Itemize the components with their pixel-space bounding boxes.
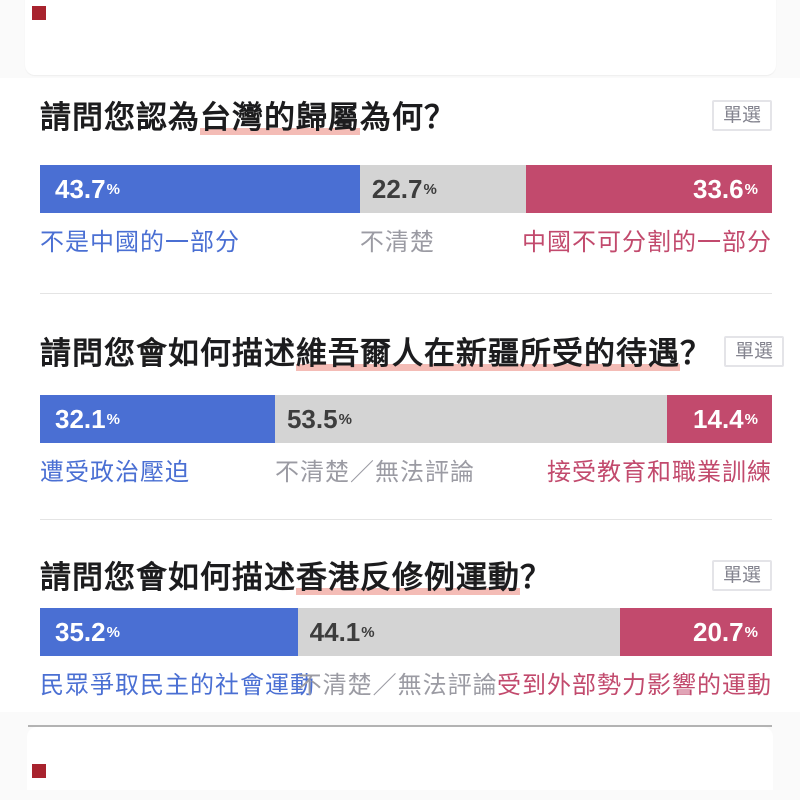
answer-label-left: 民眾爭取民主的社會運動 — [40, 672, 315, 699]
segment-percent-value: 22.7 — [371, 173, 423, 204]
question-block-taiwan: 請問您認為台灣的歸屬為何？ 單選 43.7% 22.7% 33.6% 不是中國的… — [40, 78, 772, 256]
question-title: 請問您會如何描述維吾爾人在新疆所受的待遇？ — [40, 332, 712, 376]
segment-percent-value: 33.6 — [693, 173, 744, 204]
bar-segment-left: 32.1% — [40, 395, 275, 443]
single-choice-badge: 單選 — [724, 336, 785, 367]
percent-sign: % — [744, 180, 758, 198]
answer-label-right: 接受教育和職業訓練 — [547, 459, 772, 486]
answer-label-middle: 不清楚／無法評論 — [274, 459, 475, 486]
question-block-hongkong: 請問您會如何描述香港反修例運動？ 單選 35.2% 44.1% 20.7% 民眾… — [40, 520, 772, 699]
bar-segment-right: 14.4% — [666, 395, 772, 443]
question-title-suffix: ？ — [520, 560, 552, 595]
bar-segment-left: 43.7% — [40, 165, 360, 213]
percent-sign: % — [106, 623, 120, 641]
question-header: 請問您認為台灣的歸屬為何？ 單選 — [40, 78, 772, 140]
percent-sign: % — [423, 180, 437, 198]
segment-percent-value: 14.4 — [693, 403, 744, 434]
next-widget-card — [27, 727, 773, 790]
question-title-prefix: 請問您會如何描述 — [40, 560, 296, 595]
section-divider — [40, 293, 772, 294]
question-title: 請問您會如何描述香港反修例運動？ — [40, 556, 552, 600]
answer-label-middle: 不清楚 — [359, 229, 435, 256]
bar-segment-right: 20.7% — [620, 608, 772, 656]
single-choice-badge: 單選 — [711, 560, 772, 591]
segment-percent-value: 35.2 — [55, 616, 106, 647]
question-title-prefix: 請問您認為 — [40, 100, 200, 135]
segment-percent-value: 44.1 — [309, 616, 361, 647]
percent-sign: % — [106, 180, 120, 198]
bar-segment-left: 35.2% — [40, 608, 298, 656]
question-header: 請問您會如何描述香港反修例運動？ 單選 — [40, 520, 772, 600]
percent-sign: % — [361, 623, 375, 641]
bar-segment-middle: 44.1% — [297, 608, 621, 656]
question-title-suffix: 為何？ — [360, 100, 456, 135]
answer-labels-row: 遭受政治壓迫 不清楚／無法評論 接受教育和職業訓練 — [40, 459, 772, 486]
question-title-highlighted: 台灣的歸屬 — [200, 100, 360, 135]
brand-red-square-icon — [32, 764, 46, 778]
percent-sign: % — [744, 410, 758, 428]
answer-labels-row: 民眾爭取民主的社會運動 不清楚／無法評論 受到外部勢力影響的運動 — [40, 672, 772, 699]
bar-segment-right: 33.6% — [526, 165, 772, 213]
question-title-highlighted: 香港反修例運動 — [296, 560, 520, 595]
question-block-xinjiang: 請問您會如何描述維吾爾人在新疆所受的待遇？ 單選 32.1% 53.5% 14.… — [40, 294, 785, 486]
answer-label-left: 不是中國的一部分 — [40, 229, 240, 256]
previous-widget-card — [25, 0, 776, 75]
question-title-prefix: 請問您會如何描述 — [40, 336, 296, 371]
survey-results-panel: 請問您認為台灣的歸屬為何？ 單選 43.7% 22.7% 33.6% 不是中國的… — [0, 78, 800, 712]
question-title: 請問您認為台灣的歸屬為何？ — [40, 96, 456, 140]
bottom-card-top-rule — [28, 725, 772, 727]
segment-percent-value: 53.5 — [286, 403, 338, 434]
answer-label-right: 中國不可分割的一部分 — [522, 229, 772, 256]
stacked-bar: 32.1% 53.5% 14.4% — [40, 395, 772, 443]
answer-labels-row: 不是中國的一部分 不清楚 中國不可分割的一部分 — [40, 229, 772, 256]
section-divider — [40, 519, 772, 520]
single-choice-badge: 單選 — [711, 100, 772, 131]
answer-label-left: 遭受政治壓迫 — [40, 459, 190, 486]
percent-sign: % — [106, 410, 120, 428]
percent-sign: % — [744, 623, 758, 641]
bar-segment-middle: 53.5% — [274, 395, 667, 443]
bar-segment-middle: 22.7% — [359, 165, 527, 213]
segment-percent-value: 43.7 — [55, 173, 106, 204]
brand-red-square-icon — [32, 6, 46, 20]
question-header: 請問您會如何描述維吾爾人在新疆所受的待遇？ 單選 — [40, 294, 785, 376]
segment-percent-value: 20.7 — [693, 616, 744, 647]
segment-percent-value: 32.1 — [55, 403, 106, 434]
question-title-highlighted: 維吾爾人在新疆所受的待遇 — [296, 336, 680, 371]
stacked-bar: 43.7% 22.7% 33.6% — [40, 165, 772, 213]
question-title-suffix: ？ — [680, 336, 712, 371]
answer-label-middle: 不清楚／無法評論 — [297, 672, 498, 699]
stacked-bar: 35.2% 44.1% 20.7% — [40, 608, 772, 656]
percent-sign: % — [338, 410, 352, 428]
answer-label-right: 受到外部勢力影響的運動 — [497, 672, 772, 699]
